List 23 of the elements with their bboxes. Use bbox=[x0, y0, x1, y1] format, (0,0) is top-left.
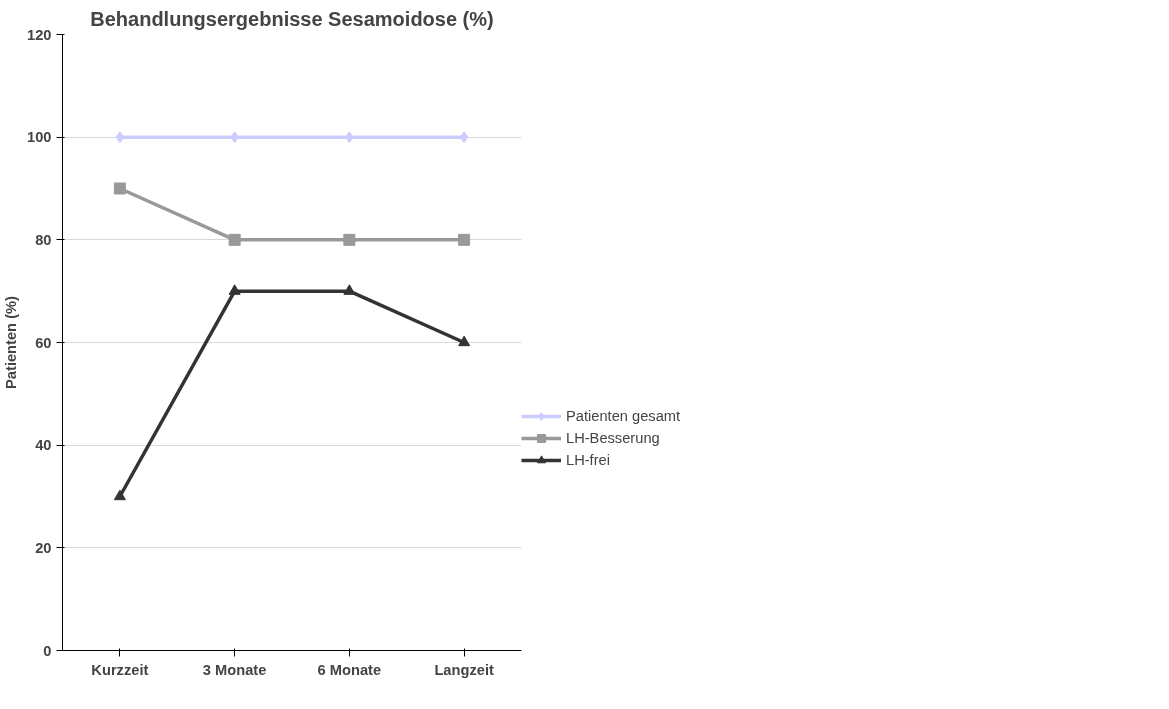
x-tick-label: 6 Monate bbox=[317, 661, 382, 678]
point bbox=[343, 233, 356, 246]
point bbox=[113, 489, 126, 501]
y-tick-label: 40 bbox=[35, 437, 52, 454]
x-tick-label: Langzeit bbox=[434, 661, 494, 678]
y-tick-label: 80 bbox=[35, 231, 52, 248]
legend-label: LH-frei bbox=[566, 452, 610, 468]
y-tick-label: 120 bbox=[27, 26, 52, 43]
y-tick-label: 60 bbox=[35, 334, 52, 351]
y-axis-title: Patienten (%) bbox=[3, 295, 20, 389]
chart-title: Behandlungsergebnisse Sesamoidose (%) bbox=[90, 7, 494, 30]
point bbox=[113, 182, 126, 195]
point bbox=[228, 233, 241, 246]
x-tick-label: 3 Monate bbox=[202, 661, 267, 678]
y-tick-label: 0 bbox=[43, 642, 52, 659]
point bbox=[228, 284, 241, 295]
y-tick-label: 100 bbox=[27, 129, 52, 146]
point bbox=[458, 335, 471, 347]
legend-label: Patienten gesamt bbox=[566, 408, 681, 424]
point bbox=[458, 233, 471, 246]
x-tick-label: Kurzzeit bbox=[91, 661, 149, 678]
y-tick-label: 20 bbox=[35, 539, 52, 556]
legend-label: LH-Besserung bbox=[566, 430, 660, 446]
